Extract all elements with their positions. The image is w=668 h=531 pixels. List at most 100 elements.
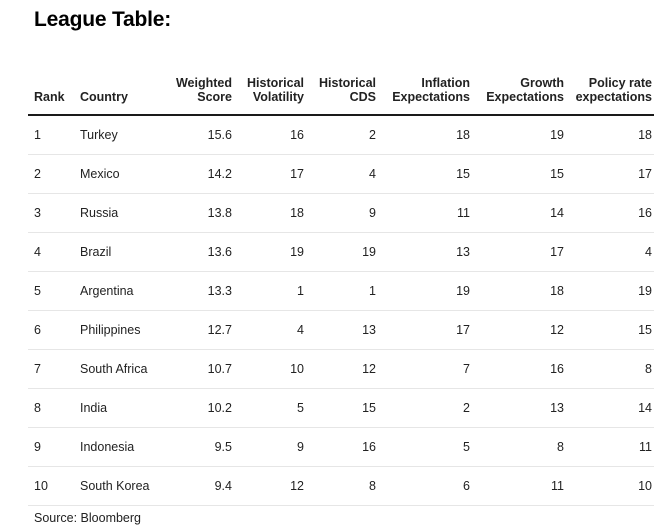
- cell-country: Turkey: [74, 115, 162, 155]
- cell-rank: 3: [28, 193, 74, 233]
- cell-historical-cds: 9: [306, 193, 378, 233]
- cell-policy-rate-expectations: 17: [566, 154, 654, 194]
- cell-historical-cds: 19: [306, 232, 378, 272]
- cell-weighted-score: 13.3: [162, 271, 234, 311]
- table-row: 9 Indonesia 9.5 9 16 5 8 11: [28, 427, 654, 467]
- cell-historical-volatility: 9: [234, 427, 306, 467]
- cell-historical-cds: 2: [306, 115, 378, 155]
- cell-weighted-score: 14.2: [162, 154, 234, 194]
- cell-policy-rate-expectations: 10: [566, 466, 654, 506]
- header-row: Rank Country Weighted Score Historical Volat…: [28, 62, 654, 116]
- table-row: 4 Brazil 13.6 19 19 13 17 4: [28, 232, 654, 272]
- column-header-line2: Rank: [34, 90, 65, 104]
- cell-inflation-expectations: 6: [378, 466, 472, 506]
- column-header-inflation-expectations: Inflation Expectations: [378, 62, 472, 116]
- cell-weighted-score: 13.8: [162, 193, 234, 233]
- cell-policy-rate-expectations: 14: [566, 388, 654, 428]
- column-header-country: Country: [74, 62, 162, 116]
- cell-country: South Korea: [74, 466, 162, 506]
- column-header-line2: Expectations: [392, 90, 470, 104]
- cell-rank: 4: [28, 232, 74, 272]
- cell-country: Russia: [74, 193, 162, 233]
- cell-rank: 8: [28, 388, 74, 428]
- cell-weighted-score: 12.7: [162, 310, 234, 350]
- cell-policy-rate-expectations: 18: [566, 115, 654, 155]
- cell-policy-rate-expectations: 15: [566, 310, 654, 350]
- cell-country: Brazil: [74, 232, 162, 272]
- cell-historical-volatility: 4: [234, 310, 306, 350]
- cell-rank: 1: [28, 115, 74, 155]
- column-header-line2: Volatility: [252, 90, 304, 104]
- column-header-historical-volatility: Historical Volatility: [234, 62, 306, 116]
- cell-inflation-expectations: 2: [378, 388, 472, 428]
- league-table: Rank Country Weighted Score Historical Volat…: [28, 62, 654, 506]
- column-header-policy-rate-expectations: Policy rate expectations: [566, 62, 654, 116]
- cell-historical-volatility: 12: [234, 466, 306, 506]
- cell-weighted-score: 9.5: [162, 427, 234, 467]
- cell-rank: 7: [28, 349, 74, 389]
- cell-growth-expectations: 12: [472, 310, 566, 350]
- cell-historical-cds: 8: [306, 466, 378, 506]
- cell-rank: 9: [28, 427, 74, 467]
- table-row: 10 South Korea 9.4 12 8 6 11 10: [28, 466, 654, 506]
- cell-rank: 6: [28, 310, 74, 350]
- column-header-line2: Country: [80, 90, 128, 104]
- cell-weighted-score: 10.2: [162, 388, 234, 428]
- cell-growth-expectations: 17: [472, 232, 566, 272]
- cell-weighted-score: 10.7: [162, 349, 234, 389]
- cell-historical-cds: 16: [306, 427, 378, 467]
- column-header-historical-cds: Historical CDS: [306, 62, 378, 116]
- column-header-line1: [34, 76, 72, 90]
- cell-inflation-expectations: 18: [378, 115, 472, 155]
- column-header-line2: CDS: [349, 90, 376, 104]
- cell-historical-cds: 1: [306, 271, 378, 311]
- cell-policy-rate-expectations: 11: [566, 427, 654, 467]
- column-header-line1: Historical: [319, 76, 376, 90]
- table-row: 3 Russia 13.8 18 9 11 14 16: [28, 193, 654, 233]
- cell-inflation-expectations: 15: [378, 154, 472, 194]
- cell-historical-volatility: 1: [234, 271, 306, 311]
- table-row: 6 Philippines 12.7 4 13 17 12 15: [28, 310, 654, 350]
- cell-country: Indonesia: [74, 427, 162, 467]
- column-header-line1: Historical: [247, 76, 304, 90]
- column-header-line2: Expectations: [486, 90, 564, 104]
- cell-growth-expectations: 15: [472, 154, 566, 194]
- cell-historical-volatility: 5: [234, 388, 306, 428]
- cell-growth-expectations: 8: [472, 427, 566, 467]
- cell-country: Mexico: [74, 154, 162, 194]
- table-header: Rank Country Weighted Score Historical Volat…: [28, 62, 654, 116]
- table-row: 8 India 10.2 5 15 2 13 14: [28, 388, 654, 428]
- cell-inflation-expectations: 11: [378, 193, 472, 233]
- cell-rank: 2: [28, 154, 74, 194]
- cell-growth-expectations: 19: [472, 115, 566, 155]
- cell-growth-expectations: 11: [472, 466, 566, 506]
- column-header-line1: Inflation: [421, 76, 470, 90]
- cell-weighted-score: 13.6: [162, 232, 234, 272]
- page-title: League Table:: [34, 8, 172, 31]
- cell-policy-rate-expectations: 16: [566, 193, 654, 233]
- cell-historical-volatility: 17: [234, 154, 306, 194]
- table-row: 2 Mexico 14.2 17 4 15 15 17: [28, 154, 654, 194]
- cell-historical-volatility: 18: [234, 193, 306, 233]
- cell-rank: 10: [28, 466, 74, 506]
- cell-country: Argentina: [74, 271, 162, 311]
- cell-inflation-expectations: 13: [378, 232, 472, 272]
- cell-inflation-expectations: 7: [378, 349, 472, 389]
- table-body: 1 Turkey 15.6 16 2 18 19 18 2 Mexico 14.2 17 4 15 15 17…: [28, 115, 654, 506]
- cell-historical-volatility: 16: [234, 115, 306, 155]
- cell-country: Philippines: [74, 310, 162, 350]
- cell-historical-volatility: 10: [234, 349, 306, 389]
- source-note: Source: Bloomberg: [34, 511, 142, 525]
- column-header-line1: Weighted: [175, 76, 232, 90]
- cell-policy-rate-expectations: 8: [566, 349, 654, 389]
- table-row: 5 Argentina 13.3 1 1 19 18 19: [28, 271, 654, 311]
- cell-country: India: [74, 388, 162, 428]
- cell-historical-cds: 12: [306, 349, 378, 389]
- column-header-rank: Rank: [28, 62, 74, 116]
- cell-growth-expectations: 14: [472, 193, 566, 233]
- cell-historical-cds: 15: [306, 388, 378, 428]
- cell-rank: 5: [28, 271, 74, 311]
- column-header-line2: Score: [197, 90, 232, 104]
- table-row: 1 Turkey 15.6 16 2 18 19 18: [28, 115, 654, 155]
- column-header-weighted-score: Weighted Score: [162, 62, 234, 116]
